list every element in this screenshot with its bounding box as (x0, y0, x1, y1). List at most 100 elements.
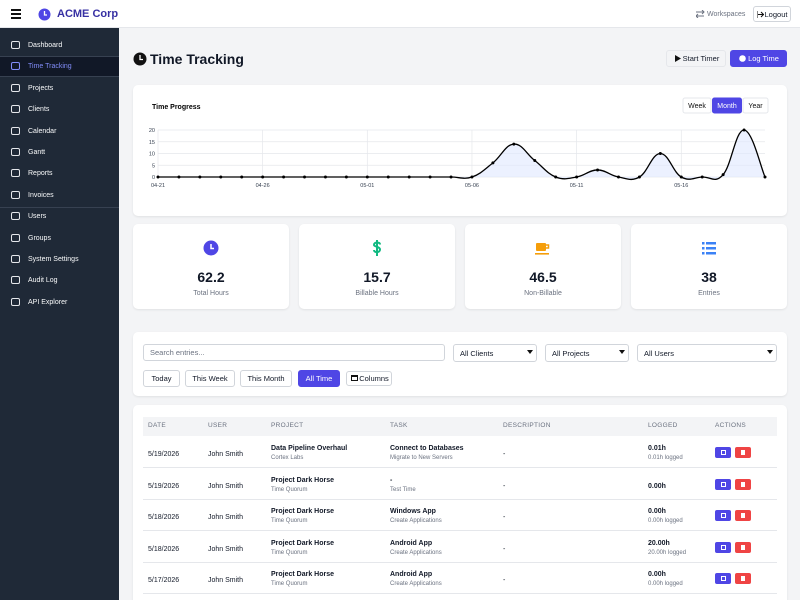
stat-icon (702, 242, 716, 255)
point (177, 175, 181, 179)
nav-icon (11, 212, 20, 221)
client-name: Cortex Labs (271, 455, 304, 461)
range-label: Month (717, 103, 737, 110)
delete-icon (741, 576, 745, 582)
stat-label: Billable Hours (355, 290, 399, 297)
nav-item[interactable]: Time Tracking (28, 63, 72, 71)
point (742, 128, 746, 132)
sidebar: Dashboard Time Tracking Projects Clients Cal… (0, 28, 119, 600)
y-tick-label: 20 (149, 128, 155, 134)
search-input[interactable]: Search entries... (143, 344, 445, 361)
user-cell: John Smith (208, 514, 244, 522)
client-name: Time Quorum (271, 549, 308, 556)
filter-select[interactable]: All Projects (545, 344, 629, 362)
x-tick-label: 05-01 (360, 183, 374, 189)
point (156, 175, 160, 179)
stat-icon (535, 243, 550, 255)
log-time-button[interactable]: Log Time (730, 50, 787, 67)
logged-detail: 20.00h logged (648, 549, 687, 556)
nav-item[interactable]: Projects (28, 84, 54, 92)
point (282, 175, 286, 179)
icon-shape (546, 244, 550, 249)
project-name: Project Dark Horse (271, 571, 335, 579)
stat-card (133, 224, 289, 309)
project-name: Project Dark Horse (271, 476, 335, 484)
edit-icon (721, 544, 726, 550)
point (721, 173, 725, 177)
nav-item[interactable]: Invoices (28, 191, 54, 199)
nav-item[interactable]: Gantt (28, 149, 46, 156)
edit-button[interactable] (715, 478, 731, 490)
edit-button[interactable] (715, 573, 731, 585)
workspaces-icon (696, 10, 705, 18)
workspaces-link[interactable]: Workspaces (707, 11, 746, 18)
project-name: Data Pipeline Overhaul (271, 445, 348, 452)
nav-icon (11, 83, 20, 92)
column-header: ACTIONS (715, 422, 746, 429)
description-cell: - (503, 577, 506, 585)
task-name: Android App (390, 539, 433, 547)
task-name: Android App (390, 571, 433, 579)
edit-button[interactable] (715, 447, 731, 458)
edit-button[interactable] (715, 541, 731, 553)
logged-hours: 20.00h (648, 539, 670, 547)
filter-select[interactable]: All Users (637, 344, 777, 362)
row-divider (143, 530, 777, 532)
nav-item[interactable]: Dashboard (28, 42, 63, 49)
date-cell: 5/19/2026 (148, 482, 180, 490)
client-name: Time Quorum (271, 581, 308, 588)
point (407, 175, 411, 179)
period-button[interactable]: This Month (240, 370, 292, 387)
point (323, 175, 327, 179)
period-button[interactable]: This Week (185, 370, 235, 387)
point (428, 175, 432, 179)
logged-hours: 0.00h (648, 482, 666, 490)
range-button[interactable] (742, 97, 769, 114)
nav-icon (11, 148, 20, 156)
nav-item[interactable]: Calendar (28, 127, 57, 135)
column-header: DATE (148, 422, 167, 429)
point (554, 175, 558, 179)
stat-icon (203, 240, 219, 256)
point (512, 142, 516, 146)
nav-item[interactable]: Groups (28, 234, 51, 242)
edit-icon (721, 576, 726, 582)
period-button[interactable]: Today (143, 370, 180, 387)
description-cell: - (503, 451, 506, 458)
stat-card (631, 224, 787, 309)
subtask-name: Create Applications (390, 581, 442, 588)
point (303, 175, 307, 179)
range-button[interactable] (712, 97, 742, 114)
select-caret (619, 350, 625, 354)
nav-item[interactable]: System Settings (28, 256, 79, 263)
logged-detail: 0.00h logged (648, 581, 683, 588)
row-divider (143, 498, 777, 500)
nav-icon (11, 276, 20, 285)
logout-button[interactable]: Logout (753, 6, 791, 22)
point (637, 175, 641, 179)
nav-item[interactable]: Users (28, 213, 47, 221)
point (240, 175, 244, 179)
delete-icon (741, 513, 745, 519)
nav-icon (11, 41, 20, 49)
icon-shape (702, 252, 705, 255)
nav-item[interactable]: Audit Log (28, 277, 58, 285)
nav-item[interactable]: Reports (28, 170, 53, 178)
range-button[interactable] (682, 97, 712, 114)
period-button[interactable]: All Time (298, 370, 340, 387)
edit-button[interactable] (715, 510, 731, 522)
date-cell: 5/18/2026 (148, 545, 180, 553)
date-cell: 5/19/2026 (148, 451, 180, 458)
area (158, 129, 765, 180)
nav-item[interactable]: Clients (28, 106, 50, 114)
columns-button[interactable]: Columns (346, 371, 392, 386)
filter-select[interactable]: All Clients (453, 344, 537, 362)
icon-shape (210, 244, 214, 250)
menu-button[interactable] (11, 9, 23, 19)
start-timer-button[interactable]: Start Timer (666, 50, 726, 67)
logged-hours: 0.00h (648, 571, 666, 579)
edit-icon (721, 513, 726, 519)
client-name: Time Quorum (271, 486, 308, 493)
nav-item[interactable]: API Explorer (28, 298, 68, 306)
